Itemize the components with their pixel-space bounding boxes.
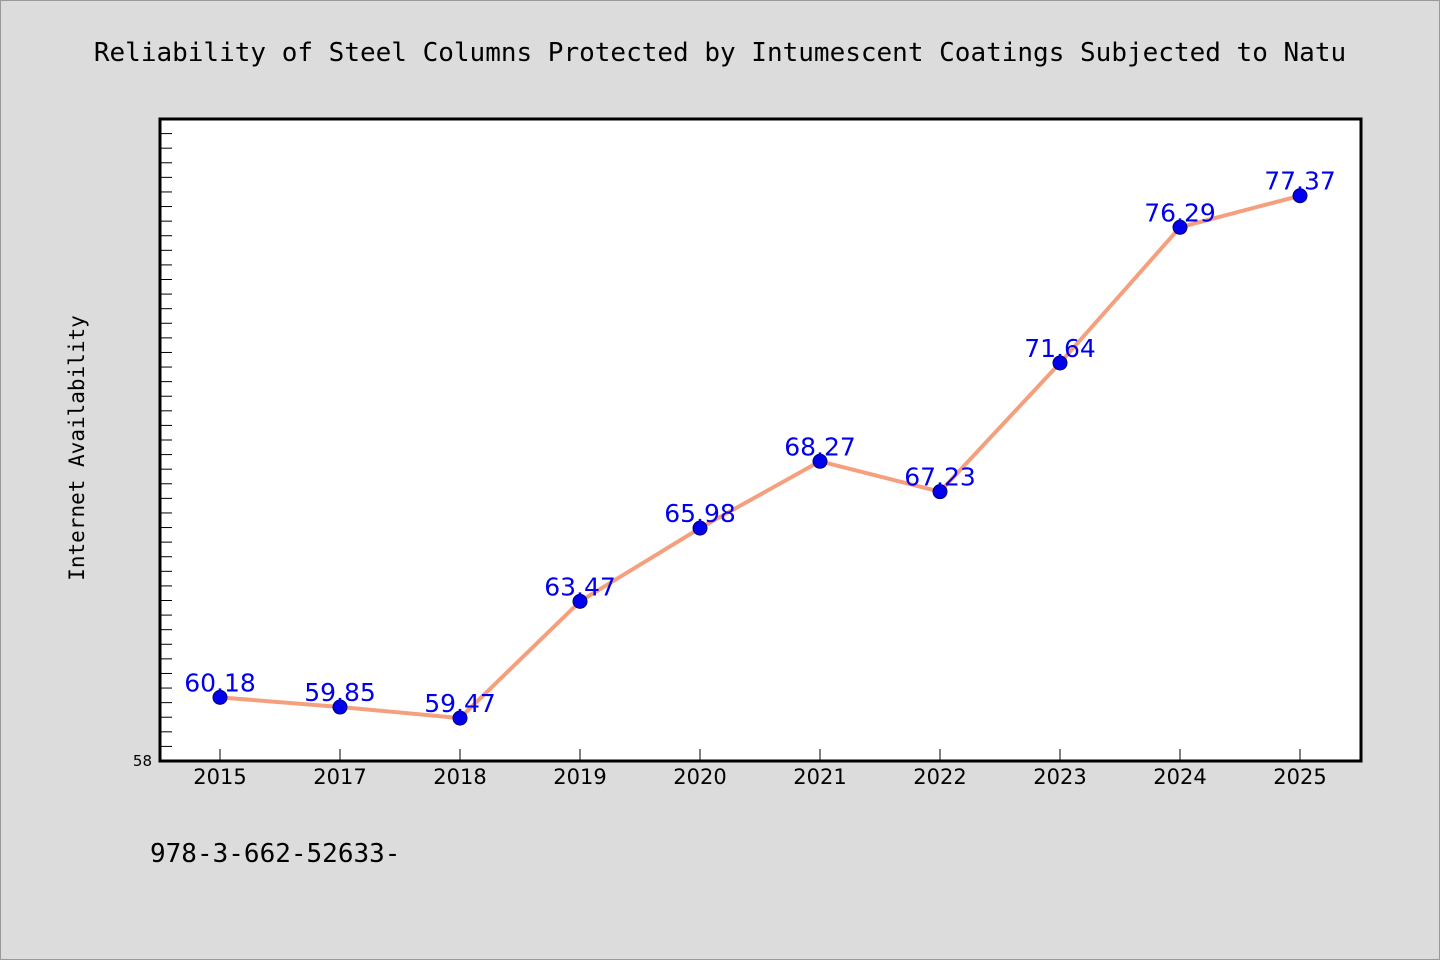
x-tick-label: 2018	[433, 765, 486, 789]
data-value-label: 60.18	[184, 668, 256, 697]
series-line	[218, 193, 1302, 721]
x-tick-label: 2023	[1033, 765, 1086, 789]
series-markers	[212, 188, 1308, 726]
data-value-label: 76.29	[1144, 198, 1216, 227]
x-tick-label: 2020	[673, 765, 726, 789]
y-axis-ticks	[160, 133, 172, 747]
data-value-label: 63.47	[544, 572, 616, 601]
data-point-marker	[1052, 355, 1068, 371]
data-value-label: 59.85	[304, 678, 376, 707]
y-tick-label: 58	[133, 752, 152, 770]
x-axis-tick-labels: 2015 2017 2018 2019 2020 2021 2022 2023 2024 2025	[193, 765, 1326, 789]
x-tick-label: 2017	[313, 765, 366, 789]
y-axis-label: Internet Availability	[65, 315, 89, 581]
data-value-label: 77.37	[1264, 167, 1336, 196]
data-value-label: 67.23	[904, 463, 976, 492]
x-tick-label: 2025	[1273, 765, 1326, 789]
data-value-label: 68.27	[784, 432, 856, 461]
x-tick-label: 2022	[913, 765, 966, 789]
x-axis-ticks	[219, 749, 1301, 761]
data-point-marker	[1292, 188, 1308, 204]
data-point-marker	[332, 699, 348, 715]
data-point-marker	[212, 689, 228, 705]
data-labels: 60.18 59.85 59.47 63.47 65.98 68.27 67.23 71.64…	[184, 167, 1336, 718]
data-point-marker	[1172, 219, 1188, 235]
data-point-marker	[572, 593, 588, 609]
plot-area	[160, 119, 1361, 761]
data-value-label: 59.47	[424, 689, 496, 718]
caption-text: 978-3-662-52633-	[150, 839, 400, 869]
data-value-label: 71.64	[1024, 334, 1096, 363]
x-tick-label: 2024	[1153, 765, 1206, 789]
x-tick-label: 2019	[553, 765, 606, 789]
data-point-marker	[692, 520, 708, 536]
x-tick-label: 2021	[793, 765, 846, 789]
chart-title: Reliability of Steel Columns Protected b…	[94, 38, 1346, 68]
data-point-marker	[932, 484, 948, 500]
data-point-marker	[812, 453, 828, 469]
x-tick-label: 2015	[193, 765, 246, 789]
data-point-marker	[452, 710, 468, 726]
plot-frame	[158, 117, 1363, 763]
data-value-label: 65.98	[664, 499, 736, 528]
